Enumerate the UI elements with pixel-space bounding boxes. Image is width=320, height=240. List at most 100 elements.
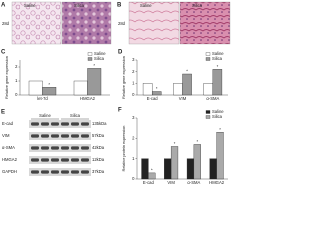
side-label: 28d bbox=[118, 21, 126, 26]
legend-label: Silica bbox=[212, 114, 223, 119]
blot-band bbox=[51, 122, 59, 126]
legend-label: Silica bbox=[94, 56, 105, 61]
y-tick-label: 1 bbox=[15, 78, 18, 83]
blot-band bbox=[61, 134, 69, 138]
blot-band bbox=[81, 134, 89, 138]
image-label: Saline bbox=[24, 3, 36, 8]
x-tick-label: α-SMA bbox=[187, 180, 200, 185]
blot-column-label: Saline bbox=[39, 113, 51, 118]
bar bbox=[170, 146, 179, 180]
x-tick-label: HMGA2 bbox=[209, 180, 225, 185]
legend-label: Saline bbox=[212, 51, 224, 56]
protein-label: VIM bbox=[2, 133, 10, 138]
panel-label: F bbox=[118, 108, 122, 114]
blot-band bbox=[51, 158, 59, 162]
significance-mark: * bbox=[156, 86, 158, 91]
significance-mark: * bbox=[151, 168, 153, 173]
y-axis-label: Relative gene expression bbox=[122, 56, 126, 99]
y-tick-label: 2 bbox=[132, 135, 135, 140]
side-label: 28d bbox=[2, 21, 10, 26]
image-label: Silica bbox=[192, 3, 203, 8]
image-label: Silica bbox=[74, 3, 85, 8]
y-tick-label: 1 bbox=[132, 156, 135, 161]
blot-strip bbox=[29, 132, 91, 140]
significance-mark: * bbox=[93, 63, 95, 68]
significance-mark: * bbox=[196, 139, 198, 144]
blot-band bbox=[41, 170, 49, 174]
legend-label: Silica bbox=[212, 56, 223, 61]
blot-band bbox=[71, 122, 79, 126]
legend-swatch bbox=[87, 57, 93, 61]
bar bbox=[164, 158, 172, 180]
panel-label: E bbox=[1, 110, 5, 116]
bar bbox=[173, 83, 183, 96]
bar bbox=[142, 83, 153, 96]
size-label: 42kDa bbox=[92, 145, 105, 150]
x-tick-label: VIM bbox=[179, 96, 187, 101]
blot-band bbox=[71, 170, 79, 174]
protein-label: E-cad bbox=[2, 121, 14, 126]
blot-strip bbox=[29, 120, 91, 128]
significance-mark: * bbox=[217, 64, 219, 69]
blot-band bbox=[31, 134, 39, 138]
protein-label: α-SMA bbox=[2, 145, 15, 150]
x-tick-label: let-7d bbox=[37, 96, 48, 101]
blot-band bbox=[31, 146, 39, 150]
y-axis-label: Relative gene expression bbox=[5, 56, 9, 99]
size-label: 12kDa bbox=[92, 157, 105, 162]
legend-swatch bbox=[87, 52, 93, 56]
blot-band bbox=[61, 146, 69, 150]
blot-band bbox=[71, 158, 79, 162]
y-tick-label: 0 bbox=[132, 176, 135, 181]
blot-band bbox=[31, 122, 39, 126]
protein-label: HMGA2 bbox=[2, 157, 18, 162]
x-tick-label: E-cad bbox=[143, 180, 155, 185]
x-tick-label: α-SMA bbox=[206, 96, 219, 101]
blot-band bbox=[51, 146, 59, 150]
blot-band bbox=[81, 158, 89, 162]
histology-image bbox=[11, 1, 62, 45]
y-axis-label: Relative protein expression bbox=[122, 126, 126, 172]
figure: A 28d Saline Silica B 28d Saline Silica … bbox=[1, 1, 231, 185]
blot-band bbox=[61, 170, 69, 174]
y-tick-label: 2 bbox=[132, 69, 135, 74]
bar bbox=[212, 69, 223, 96]
bar bbox=[203, 83, 214, 96]
bar bbox=[182, 73, 192, 96]
blot-band bbox=[81, 146, 89, 150]
size-label: 57kDa bbox=[92, 133, 105, 138]
blot-band bbox=[71, 146, 79, 150]
y-tick-label: 3 bbox=[132, 115, 135, 120]
panel-label: D bbox=[118, 50, 123, 56]
bar bbox=[151, 91, 162, 96]
panel-label: B bbox=[117, 3, 122, 9]
size-label: 37kDa bbox=[92, 169, 105, 174]
legend-label: Saline bbox=[94, 51, 106, 56]
blot-band bbox=[51, 170, 59, 174]
blot-band bbox=[41, 134, 49, 138]
bar bbox=[148, 172, 156, 180]
blot-strip bbox=[29, 156, 91, 164]
y-tick-label: 2 bbox=[15, 64, 18, 69]
blot-band bbox=[31, 158, 39, 162]
blot-band bbox=[61, 158, 69, 162]
bar bbox=[186, 158, 195, 180]
blot-band bbox=[61, 122, 69, 126]
legend-label: Saline bbox=[212, 109, 224, 114]
blot-band bbox=[51, 134, 59, 138]
panel-label: C bbox=[1, 50, 6, 56]
bar bbox=[87, 68, 102, 96]
histology-image bbox=[179, 1, 231, 45]
bar bbox=[209, 158, 217, 180]
histology-image bbox=[128, 1, 180, 45]
blot-band bbox=[81, 170, 89, 174]
blot-band bbox=[81, 122, 89, 126]
x-tick-label: E-cad bbox=[147, 96, 159, 101]
bar bbox=[73, 80, 88, 96]
y-tick-label: 3 bbox=[132, 57, 135, 62]
blot-column-label: Silica bbox=[70, 113, 81, 118]
size-label: 135kDa bbox=[92, 121, 107, 126]
bar bbox=[141, 158, 149, 180]
legend-swatch bbox=[205, 57, 211, 61]
blot-band bbox=[41, 146, 49, 150]
